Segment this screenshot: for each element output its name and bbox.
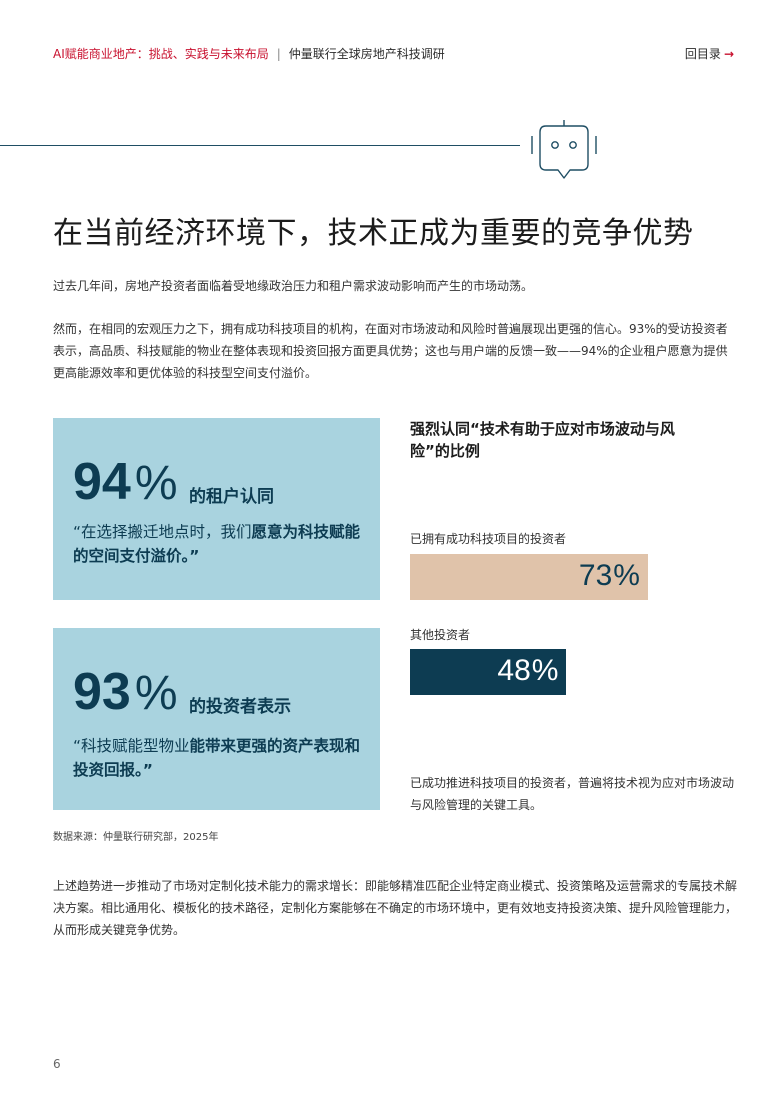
stat-quote: “在选择搬迁地点时，我们愿意为科技赋能的空间支付溢价。” <box>73 523 361 565</box>
chart-title: 强烈认同“技术有助于应对市场波动与风险”的比例 <box>410 420 675 460</box>
stat-label: 的投资者表示 <box>189 697 291 717</box>
page-title: 在当前经济环境下，技术正成为重要的竞争优势 <box>53 216 694 251</box>
stat-number: 93% <box>73 663 178 721</box>
intro-paragraph-2: 然而，在相同的宏观压力之下，拥有成功科技项目的机构，在面对市场波动和风险时普遍展… <box>53 322 728 380</box>
arrow-right-icon: → <box>723 47 734 61</box>
back-to-contents-link[interactable]: 回目录 → <box>685 45 734 62</box>
bar-value-label: 73% <box>578 559 640 592</box>
header-separator: | <box>276 47 281 61</box>
intro-paragraph-1: 过去几年间，房地产投资者面临着受地缘政治压力和租户需求波动影响而产生的市场动荡。 <box>53 279 534 293</box>
bar-label-successful-investors: 已拥有成功科技项目的投资者 <box>410 532 567 546</box>
survey-title: 仲量联行全球房地产科技调研 <box>288 47 445 61</box>
stat-label: 的租户认同 <box>189 487 274 507</box>
page-number: 6 <box>53 1057 61 1071</box>
running-header: AI赋能商业地产：挑战、实践与未来布局 | 仲量联行全球房地产科技调研 <box>53 45 445 62</box>
closing-paragraph: 上述趋势进一步推动了市场对定制化技术能力的需求增长：即能够精准匹配企业特定商业模… <box>53 879 738 937</box>
chart-note: 已成功推进科技项目的投资者，普遍将技术视为应对市场波动与风险管理的关键工具。 <box>410 776 735 812</box>
bar-value-label: 48% <box>497 654 559 687</box>
section-divider <box>0 145 520 146</box>
report-title: AI赋能商业地产：挑战、实践与未来布局 <box>53 47 269 61</box>
back-to-contents-label: 回目录 <box>684 47 721 61</box>
stat-box-tenants: 94% 的租户认同 “在选择搬迁地点时，我们愿意为科技赋能的空间支付溢价。” <box>53 418 380 600</box>
stat-box-investors: 93% 的投资者表示 “科技赋能型物业能带来更强的资产表现和投资回报。” <box>53 628 380 810</box>
stat-quote: “科技赋能型物业能带来更强的资产表现和投资回报。” <box>73 737 361 779</box>
data-source: 数据来源：仲量联行研究部，2025年 <box>53 832 219 843</box>
robot-chat-icon <box>531 120 597 179</box>
bar-label-other-investors: 其他投资者 <box>410 628 471 642</box>
bar-other-investors: 48% <box>410 649 567 695</box>
stat-number: 94% <box>73 453 178 511</box>
bar-successful-investors: 73% <box>410 554 648 600</box>
